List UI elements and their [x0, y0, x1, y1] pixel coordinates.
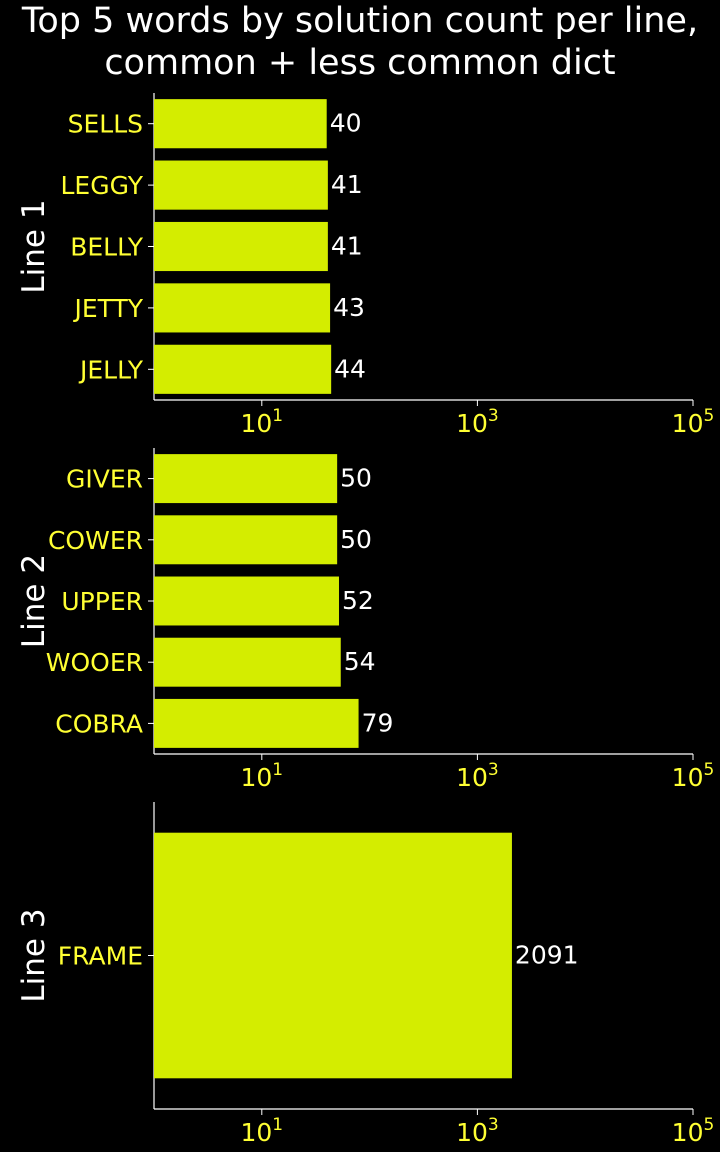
x-tick-label: 103 [456, 760, 499, 792]
data-label: 2091 [515, 941, 579, 970]
x-tick-label: 101 [240, 1115, 283, 1147]
x-tick-label: 105 [672, 760, 715, 792]
category-label: JELLY [78, 355, 144, 384]
bar-wooer [154, 637, 341, 687]
data-label: 43 [333, 293, 365, 322]
bar-sells [154, 99, 327, 149]
data-label: 50 [340, 464, 372, 493]
data-label: 40 [330, 109, 362, 138]
bar-leggy [154, 160, 328, 210]
category-label: GIVER [66, 465, 143, 494]
chart-title: Top 5 words by solution count per line, … [21, 1, 699, 83]
y-axis-label: Line 1 [16, 199, 52, 293]
x-tick-label: 101 [240, 406, 283, 438]
category-label: BELLY [70, 233, 143, 262]
bar-upper [154, 576, 339, 626]
y-axis-label: Line 3 [16, 908, 52, 1002]
category-label: FRAME [58, 942, 143, 971]
data-label: 79 [362, 708, 394, 737]
category-label: UPPER [61, 587, 143, 616]
x-tick-label: 105 [672, 1115, 715, 1147]
bar-jelly [154, 344, 332, 394]
bar-cobra [154, 698, 359, 748]
x-tick-label: 105 [672, 406, 715, 438]
x-tick-label: 103 [456, 1115, 499, 1147]
y-axis-label: Line 2 [16, 554, 52, 648]
category-label: WOOER [46, 648, 143, 677]
data-label: 54 [344, 647, 376, 676]
bar-belly [154, 221, 328, 272]
category-label: LEGGY [61, 171, 144, 200]
category-label: COWER [48, 526, 143, 555]
x-tick-label: 101 [240, 760, 283, 792]
data-label: 41 [331, 170, 363, 199]
data-label: 44 [334, 354, 366, 383]
category-label: SELLS [68, 110, 143, 139]
bar-frame [154, 832, 512, 1079]
category-label: COBRA [55, 709, 143, 738]
x-tick-label: 103 [456, 406, 499, 438]
bar-jetty [154, 283, 331, 333]
category-label: JETTY [72, 294, 143, 323]
data-label: 41 [331, 232, 363, 261]
data-label: 50 [340, 525, 372, 554]
bar-cower [154, 515, 338, 565]
data-label: 52 [342, 586, 374, 615]
bar-giver [154, 454, 338, 504]
